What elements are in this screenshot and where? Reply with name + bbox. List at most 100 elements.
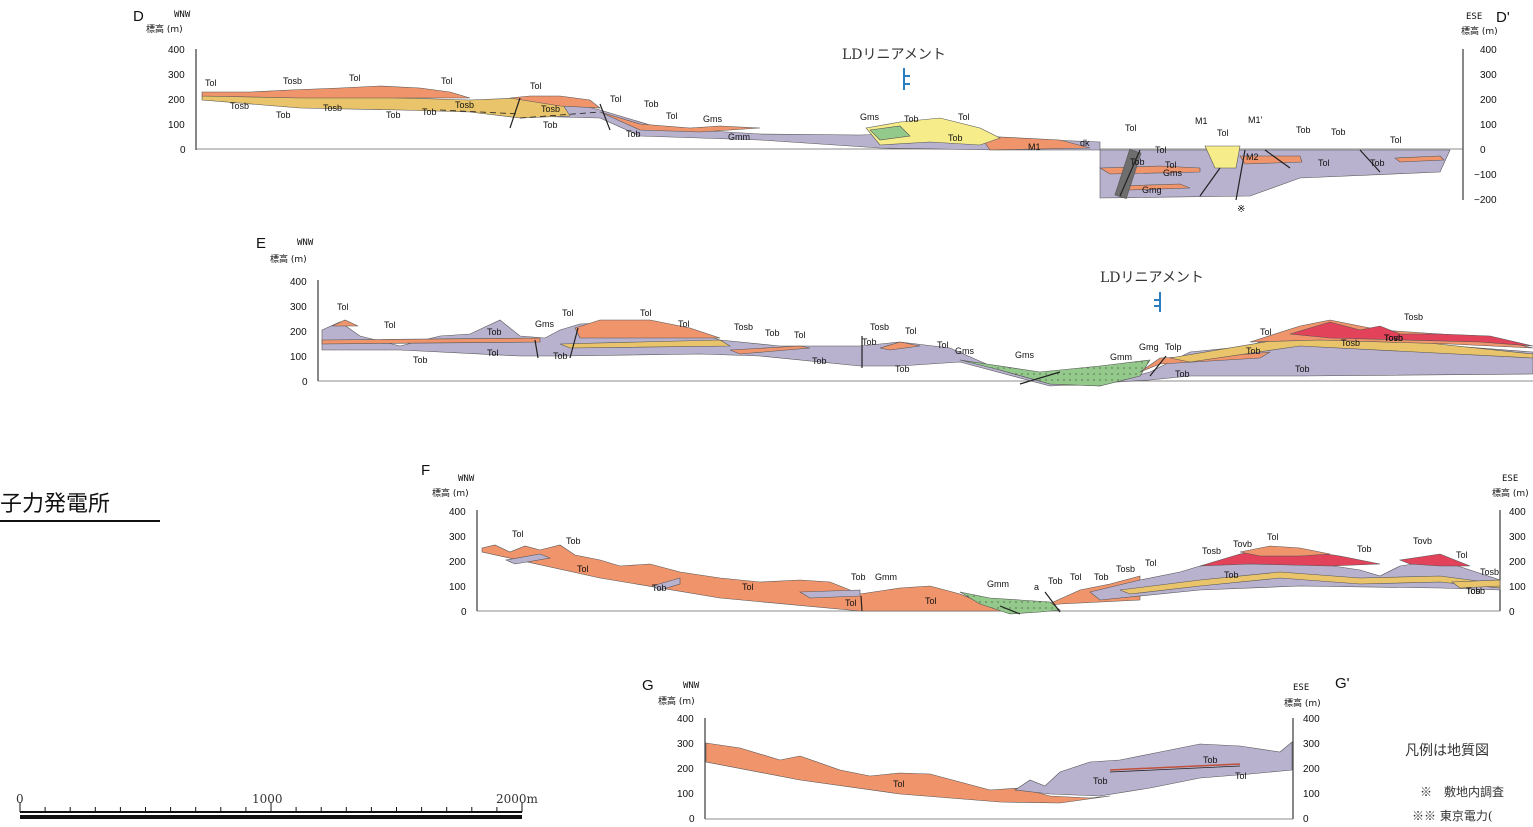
section-d-right-dir: ESE	[1466, 12, 1482, 22]
section-g-right-axis: 400 300 200 100 0	[1303, 714, 1320, 825]
tick-label: 0	[180, 145, 186, 156]
unit-label: Gms	[535, 319, 554, 329]
unit-label: Tol	[845, 598, 857, 608]
section-d-left-unit: 標高 (m)	[146, 23, 183, 35]
section-f-left-dir: WNW	[458, 474, 475, 484]
unit-label: Tol	[349, 73, 361, 83]
tick-label: 0	[1480, 145, 1486, 156]
unit-label: Tob	[1357, 544, 1372, 554]
section-d-unit-labels: Tol Tosb Tob Tosb Tol Tosb Tob Tob Tol Tosb Tol Tos…	[205, 73, 1402, 195]
unit-label: Tol	[666, 111, 678, 121]
unit-label: Tol	[1217, 128, 1229, 138]
legend-note: 凡例は地質図	[1405, 743, 1489, 759]
unit-label: Gms	[703, 114, 722, 124]
tick-label: 0	[1303, 814, 1309, 825]
unit-label: Tob	[1296, 125, 1311, 135]
tick-label: 200	[290, 327, 307, 338]
unit-label: Tol	[577, 564, 589, 574]
unit-label: Tosb	[1466, 586, 1485, 596]
section-g-left-dir: WNW	[683, 681, 700, 691]
tick-label: 400	[168, 45, 185, 56]
unit-label: Tol	[1145, 558, 1157, 568]
section-f-left-unit: 標高 (m)	[432, 487, 469, 499]
unit-label: Tosb	[734, 322, 753, 332]
unit-label: Tol	[678, 319, 690, 329]
unit-label: Tob	[1295, 364, 1310, 374]
section-g-right-dir: ESE	[1293, 683, 1309, 693]
tick-label: 100	[1303, 789, 1320, 800]
tick-label: 200	[1480, 95, 1497, 106]
section-g-unit-labels: Tol Tob Tob Tol	[893, 755, 1247, 789]
unit-label: Tosb	[230, 101, 249, 111]
unit-label: Tol	[512, 529, 524, 539]
section-g-right-unit: 標高 (m)	[1284, 697, 1321, 709]
tick-label: 0	[1509, 607, 1515, 618]
unit-label: Tob	[1246, 346, 1261, 356]
unit-label: Tol	[205, 78, 217, 88]
asterisk-mark: ※	[1237, 204, 1245, 215]
tick-label: 400	[1480, 45, 1497, 56]
tick-label: 200	[677, 764, 694, 775]
tick-label: 100	[1509, 582, 1526, 593]
unit-label: Tovb	[1233, 539, 1252, 549]
footnote-1: ※ 敷地内調査	[1420, 784, 1504, 799]
unit-label: Tosb	[1480, 567, 1499, 577]
unit-label: Tol	[925, 596, 937, 606]
section-d-end-label: D'	[1496, 9, 1510, 26]
unit-label: Tob	[1175, 369, 1190, 379]
unit-label: M1'	[1248, 115, 1263, 125]
unit-label: Tob	[1093, 776, 1108, 786]
unit-label: Tob	[1130, 157, 1145, 167]
unit-label: Tol	[1318, 158, 1330, 168]
unit-label: Tob	[487, 327, 502, 337]
plant-title: 子力発電所	[0, 486, 160, 522]
unit-label: Tosb	[1404, 312, 1423, 322]
unit-label: Tol	[742, 582, 754, 592]
section-f-start-label: F	[421, 462, 430, 479]
scale-label-2000: 2000m	[496, 792, 539, 806]
unit-label: Tovb	[1413, 536, 1432, 546]
unit-label: Tob	[895, 364, 910, 374]
unit-label: Tol	[530, 81, 542, 91]
section-e-lineament-label: LDリニアメント	[1100, 270, 1204, 286]
unit-label: Tob	[1094, 572, 1109, 582]
section-f-right-axis: 400 300 200 100 0	[1509, 507, 1526, 618]
tick-label: 300	[1303, 739, 1320, 750]
unit-label: Tob	[765, 328, 780, 338]
unit-label: Tosb	[870, 322, 889, 332]
unit-label: Tosb	[283, 76, 302, 86]
unit-label: Tol	[562, 308, 574, 318]
unit-label: Tol	[905, 326, 917, 336]
unit-label: Tol	[1267, 532, 1279, 542]
section-f-right-unit: 標高 (m)	[1492, 487, 1529, 499]
unit-label: Tob	[812, 356, 827, 366]
tick-label: 100	[1480, 120, 1497, 131]
unit-label: Tob	[1331, 127, 1346, 137]
tick-label: 400	[290, 277, 307, 288]
unit-label: Tob	[862, 337, 877, 347]
section-g-left-unit: 標高 (m)	[658, 695, 695, 707]
footnote-2: ※※ 東京電力(	[1412, 809, 1493, 823]
unit-label: Tol	[893, 779, 905, 789]
tick-label: 0	[302, 377, 308, 388]
unit-label: Tob	[386, 110, 401, 120]
unit-label: Tob	[566, 536, 581, 546]
lineament-marker-e	[1154, 292, 1161, 312]
unit-label: Gms	[955, 346, 974, 356]
unit-label: Tol	[640, 308, 652, 318]
unit-label: M2	[1246, 152, 1259, 162]
unit-label: Tob	[413, 355, 428, 365]
section-f-unit-labels: Tol Tob Tol Tob Tol Tob Gmm Tol Tol Gmm a Tob Tol Tob…	[512, 529, 1499, 608]
section-f-right-dir: ESE	[1502, 474, 1518, 484]
section-e: E WNW 標高 (m) 400 300 200 100 0 LDリニアメント …	[256, 235, 1533, 388]
unit-label: Gmm	[875, 572, 897, 582]
tick-label: 400	[1303, 714, 1320, 725]
unit-label: Gms	[860, 112, 879, 122]
unit-label: Tol	[1125, 123, 1137, 133]
tick-label: 300	[677, 739, 694, 750]
unit-label: Tol	[1390, 135, 1402, 145]
tick-label: 300	[168, 70, 185, 81]
unit-label: Tob	[644, 99, 659, 109]
unit-label: Tosb	[1341, 338, 1360, 348]
